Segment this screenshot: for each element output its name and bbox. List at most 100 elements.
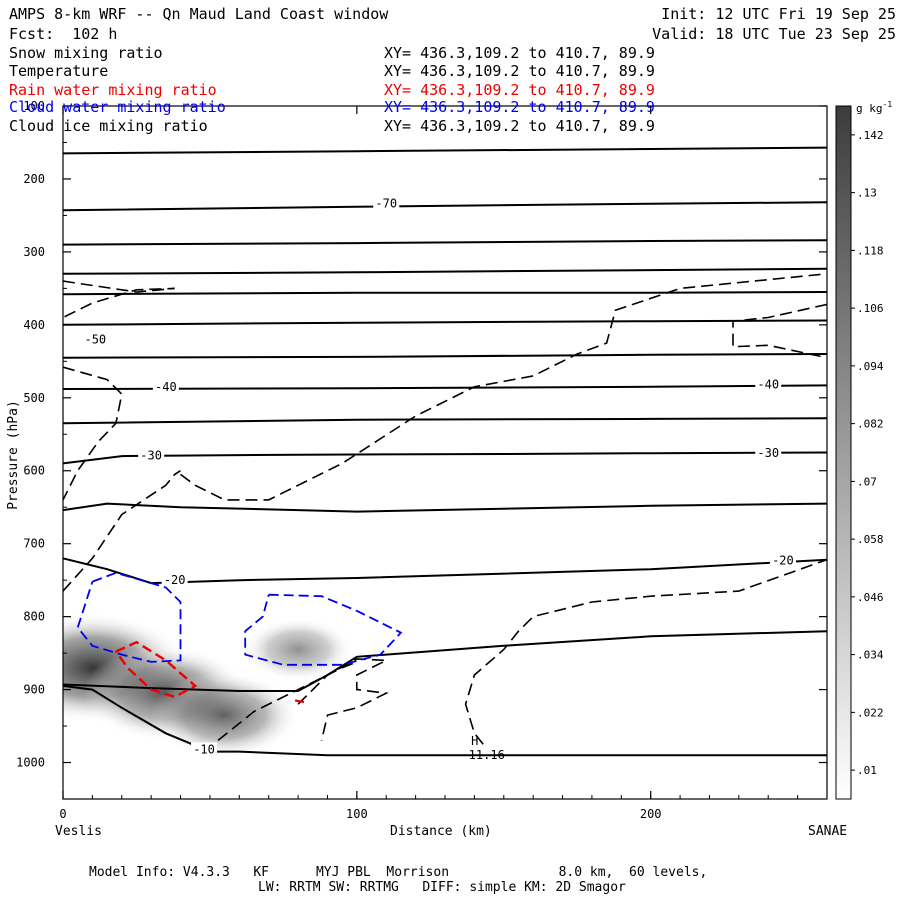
temperature-isotherm	[63, 353, 827, 359]
rain-water-contour	[114, 640, 198, 699]
temperature-isotherm	[63, 684, 827, 757]
temperature-label: -20	[164, 573, 186, 587]
extremum-value: -11.16	[461, 748, 504, 762]
cloud-water-contours	[76, 571, 403, 666]
temperature-isotherm	[63, 201, 827, 212]
temperature-label-bg	[769, 553, 796, 567]
legend-xy-snow: XY= 436.3,109.2 to 410.7, 89.9	[384, 44, 655, 62]
y-tick-label: 300	[23, 245, 45, 259]
legend-name-temperature: Temperature	[9, 62, 109, 80]
temperature-label-bg	[138, 448, 165, 462]
temperature-label-bg	[161, 573, 188, 587]
cloud-ice-contour	[203, 661, 358, 753]
temperature-label: -30	[140, 448, 162, 462]
y-tick-label: 100	[23, 99, 45, 113]
colorbar-tick-label: .13	[857, 187, 877, 200]
y-tick-label: 1000	[16, 756, 45, 770]
temperature-label: -20	[772, 553, 794, 567]
valid-time: Valid: 18 UTC Tue 23 Sep 25	[652, 25, 896, 43]
legend-xy-temperature: XY= 436.3,109.2 to 410.7, 89.9	[384, 62, 655, 80]
cloud-ice-contour	[63, 366, 123, 501]
axes: 100 200 300 400 500 600 700 800 900 1000 0 100 200	[16, 99, 828, 821]
temperature-isotherm	[63, 417, 827, 425]
snow-mixing-ratio-shading	[63, 612, 353, 759]
x-tick-label: 200	[640, 807, 662, 821]
cloud-water-contour	[76, 571, 182, 663]
temperature-label: -50	[84, 332, 106, 346]
colorbar-ticks: .142 .13 .118 .106 .094 .082 .07 .058 .046 .034 .0…	[851, 129, 884, 777]
y-tick-label: 900	[23, 683, 45, 697]
temperature-isotherm	[63, 291, 827, 296]
temperature-isotherm	[63, 146, 827, 155]
forecast-hour: Fcst: 102 h	[9, 25, 118, 43]
chart-title: AMPS 8-km WRF -- Qn Maud Land Coast wind…	[9, 5, 389, 23]
temperature-label-bg	[755, 446, 782, 460]
x-tick-label: 100	[346, 807, 368, 821]
colorbar-tick-label: .046	[857, 591, 884, 604]
temperature-label: -10	[193, 742, 215, 756]
temperature-label-bg	[191, 742, 218, 756]
snow-shading-blob	[150, 672, 300, 759]
legend-name-snow: Snow mixing ratio	[9, 44, 163, 62]
cloud-ice-contour	[464, 558, 827, 745]
temperature-label-bg	[755, 377, 782, 391]
legend-name-rain: Rain water mixing ratio	[9, 81, 217, 99]
colorbar-tick-label: .07	[857, 475, 877, 488]
temperature-isotherm	[63, 239, 827, 246]
y-tick-label: 800	[23, 610, 45, 624]
x-axis-label: Distance (km)	[390, 824, 492, 839]
colorbar-tick-label: .034	[857, 649, 884, 662]
colorbar-tick-label: .094	[857, 360, 884, 373]
colorbar-tick-label: .118	[857, 244, 884, 257]
init-time: Init: 12 UTC Fri 19 Sep 25	[661, 5, 896, 23]
colorbar-tick-label: .142	[857, 129, 884, 142]
cloud-ice-contour	[732, 303, 827, 359]
footer-physics-info: LW: RRTM SW: RRTMG DIFF: simple KM: 2D S…	[258, 880, 626, 895]
cloud-water-contour	[244, 593, 403, 666]
colorbar	[835, 105, 852, 800]
contour-labels: -70 -50 -40 -40 -30 -30 -20 -20 -10 H-11.16	[82, 196, 796, 762]
y-tick-label: 200	[23, 172, 45, 186]
colorbar-tick-label: .01	[857, 764, 877, 777]
y-tick-label: 700	[23, 537, 45, 551]
left-endpoint-label: Veslis	[55, 824, 102, 839]
temperature-isotherm	[63, 557, 827, 585]
colorbar-tick-label: .058	[857, 533, 884, 546]
temperature-label-bg	[82, 332, 109, 346]
y-axis-label: Pressure (hPa)	[6, 400, 21, 510]
temperature-isotherm	[63, 502, 827, 513]
legend-xy-cloud-ice: XY= 436.3,109.2 to 410.7, 89.9	[384, 117, 655, 135]
rain-water-contour	[294, 699, 305, 704]
x-tick-label: 0	[59, 807, 66, 821]
legend-name-cloud-ice: Cloud ice mixing ratio	[9, 117, 208, 135]
temperature-label: -40	[155, 380, 177, 394]
colorbar-tick-label: .106	[857, 302, 884, 315]
temperature-label: -40	[757, 378, 779, 392]
temperature-isotherm	[63, 267, 827, 275]
rain-water-contours	[114, 640, 305, 704]
colorbar-unit: g kg-1	[856, 100, 892, 115]
temperature-isotherms	[63, 146, 827, 757]
snow-shading-blob	[243, 617, 353, 682]
temperature-label-bg	[373, 196, 400, 210]
y-tick-label: 400	[23, 318, 45, 332]
temperature-isotherm	[63, 451, 827, 465]
right-endpoint-label: SANAE	[808, 824, 848, 839]
cloud-ice-contour	[63, 280, 175, 319]
footer-model-info: Model Info: V4.3.3 KF MYJ PBL Morrison 8…	[89, 865, 708, 880]
colorbar-tick-label: .082	[857, 418, 884, 431]
cloud-ice-contour	[180, 273, 827, 501]
cloud-ice-contours	[63, 273, 827, 753]
legend-xy-rain: XY= 436.3,109.2 to 410.7, 89.9	[384, 81, 655, 99]
temperature-isotherm	[63, 319, 827, 326]
legend-name-cloud-water: Cloud water mixing ratio	[9, 98, 226, 116]
temperature-label: -70	[375, 197, 397, 211]
temperature-isotherm	[63, 384, 827, 390]
extremum-marker: H	[471, 734, 478, 748]
y-tick-label: 600	[23, 464, 45, 478]
legend-xy-cloud-water: XY= 436.3,109.2 to 410.7, 89.9	[384, 98, 655, 116]
temperature-label-bg	[152, 379, 179, 393]
y-tick-label: 500	[23, 391, 45, 405]
colorbar-tick-label: .022	[857, 706, 884, 719]
